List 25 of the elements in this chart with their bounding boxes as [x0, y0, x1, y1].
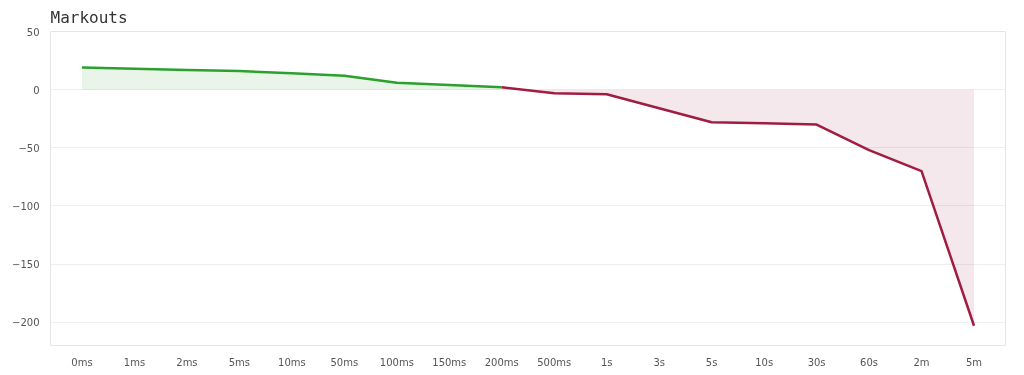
x-tick-label: 1s	[600, 356, 613, 368]
y-tick-label: −50	[18, 142, 40, 154]
x-tick-label: 3s	[653, 356, 665, 368]
x-tick-label: 5ms	[228, 356, 251, 368]
x-tick-label: 60s	[860, 356, 879, 368]
x-tick-label: 200ms	[484, 356, 519, 368]
y-tick-label: −200	[12, 317, 40, 329]
x-tick-label: 1ms	[123, 356, 146, 368]
x-tick-label: 0ms	[71, 356, 93, 368]
x-tick-label: 10ms	[278, 356, 306, 368]
y-tick-label: −150	[12, 259, 40, 271]
x-tick-label: 100ms	[379, 356, 414, 368]
x-tick-label: 50ms	[330, 356, 359, 368]
y-tick-label: 50	[26, 26, 40, 38]
x-tick-label: 30s	[807, 356, 826, 368]
chart-title: Markouts	[50, 7, 128, 27]
y-tick-label: −100	[12, 200, 40, 212]
x-tick-label: 150ms	[432, 356, 467, 368]
x-tick-label: 2ms	[176, 356, 198, 368]
x-tick-label: 5m	[965, 356, 983, 368]
x-tick-label: 10s	[755, 356, 774, 368]
y-tick-label: 0	[33, 84, 40, 96]
x-tick-label: 500ms	[537, 356, 572, 368]
x-tick-label: 2m	[913, 356, 930, 368]
x-tick-label: 5s	[705, 356, 718, 368]
